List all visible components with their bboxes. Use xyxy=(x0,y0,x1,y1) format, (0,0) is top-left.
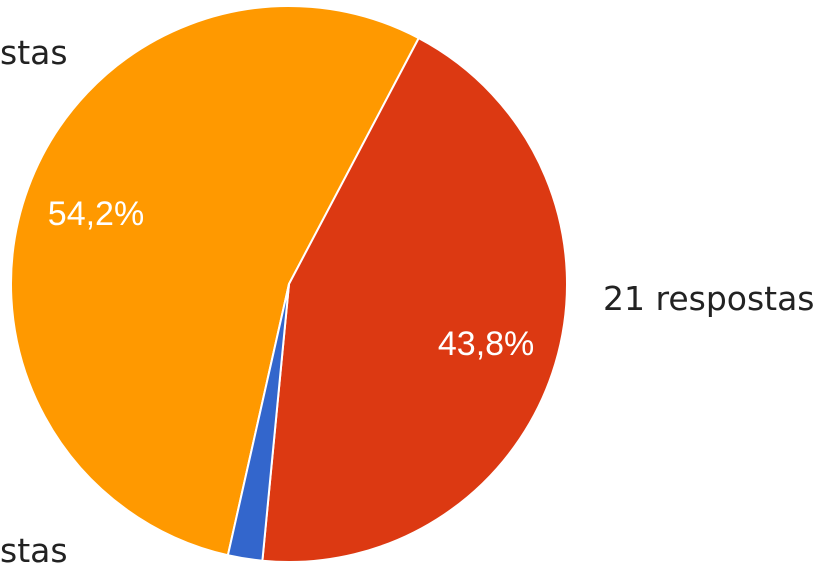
pie-slice-0-side-label: stas xyxy=(0,33,68,72)
pie-slice-0 xyxy=(10,5,421,557)
pie-slice-2-side-label: 21 respostas xyxy=(603,279,815,318)
pie-labels: 54,2% 43,8% stas stas 21 respostas xyxy=(0,33,815,569)
pie-slice-0-percent-label: 54,2% xyxy=(48,195,144,233)
pie-slice-1-side-label: stas xyxy=(0,531,68,569)
pie-slice-2 xyxy=(226,283,290,562)
pie-slices xyxy=(10,5,568,563)
pie-slice-1 xyxy=(261,36,568,563)
pie-slice-1-percent-label: 43,8% xyxy=(438,325,534,363)
